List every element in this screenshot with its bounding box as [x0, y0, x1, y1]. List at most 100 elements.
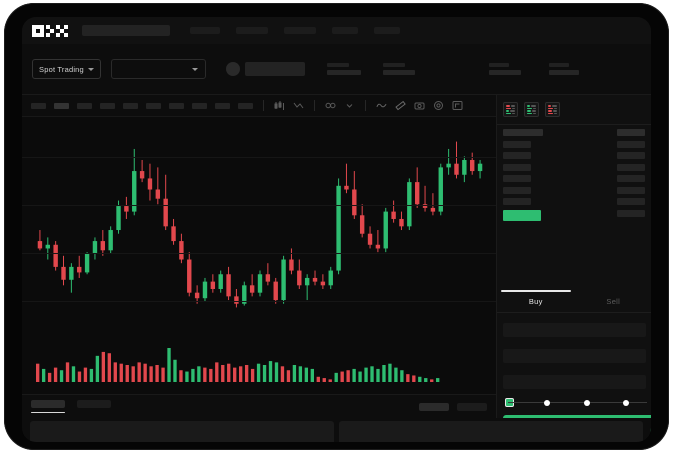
bottom-action-2[interactable] — [457, 402, 487, 411]
wave-icon[interactable] — [376, 100, 387, 111]
orderbook-rows — [497, 129, 651, 221]
camera-icon[interactable] — [414, 100, 425, 111]
settings-icon[interactable] — [433, 100, 444, 111]
bottom-action-1[interactable] — [419, 402, 449, 411]
pair-stat-4 — [548, 63, 579, 75]
tab-buy[interactable]: Buy — [497, 290, 575, 312]
orderbook-price — [503, 152, 531, 159]
slider-stop-75[interactable] — [623, 399, 629, 406]
tab-sell[interactable]: Sell — [575, 291, 652, 312]
volume-chart[interactable] — [22, 332, 496, 394]
chart-gridline — [22, 157, 496, 158]
order-amount-slider[interactable] — [505, 398, 647, 407]
orderbook-price — [503, 163, 531, 171]
okx-logo-icon[interactable] — [32, 24, 72, 37]
orderbook-panel: Buy Sell — [496, 95, 651, 442]
footer-panel-1[interactable] — [30, 421, 334, 442]
orderbook-amount — [617, 140, 645, 148]
timeframe-6[interactable] — [146, 102, 161, 109]
pair-stat-label — [488, 63, 509, 67]
tab-sell-label: Sell — [606, 297, 621, 306]
orderbook-amount — [617, 186, 645, 194]
slider-stop-50[interactable] — [584, 399, 590, 406]
bottom-tab-underline — [31, 411, 65, 414]
orderbook-price — [503, 186, 531, 194]
orderbook-view-modes — [497, 95, 651, 123]
slider-track — [508, 402, 647, 403]
timeframe-3[interactable] — [77, 102, 92, 109]
orderbook-mode-both-icon[interactable] — [503, 102, 518, 117]
nav-item-5[interactable] — [374, 27, 400, 34]
nav-item-3[interactable] — [284, 27, 316, 34]
orderbook-row[interactable] — [503, 163, 645, 171]
app-header — [22, 17, 651, 44]
orderbook-row[interactable] — [503, 140, 645, 148]
orderbook-divider — [497, 124, 651, 125]
pair-selector[interactable] — [110, 59, 206, 79]
pair-stat-value — [326, 70, 361, 75]
orderbook-header-row — [503, 129, 645, 136]
spot-trading-dropdown[interactable]: Spot Trading — [32, 59, 101, 79]
indicator-icon[interactable] — [325, 100, 336, 111]
ruler-icon[interactable] — [395, 100, 406, 111]
tab-buy-label: Buy — [528, 297, 543, 306]
chart-gridline — [22, 253, 496, 254]
order-amount-input[interactable] — [503, 349, 646, 363]
chart-gridline — [22, 301, 496, 302]
spot-trading-label: Spot Trading — [39, 64, 84, 74]
toolbar-divider — [314, 100, 315, 111]
timeframe-2[interactable] — [54, 102, 69, 109]
orderbook-row[interactable] — [503, 198, 645, 205]
timeframe-1[interactable] — [31, 102, 46, 109]
order-price-input[interactable] — [503, 323, 646, 337]
footer-panel-2[interactable] — [339, 421, 643, 442]
bottom-tab-1[interactable] — [31, 399, 65, 414]
order-total-input[interactable] — [503, 375, 646, 389]
chevron-down-icon — [87, 67, 94, 71]
orderbook-amount — [617, 198, 645, 205]
header-nav — [190, 27, 400, 34]
slider-stop-25[interactable] — [544, 399, 550, 406]
toolbar-divider — [365, 100, 366, 111]
nav-item-1[interactable] — [190, 27, 220, 34]
nav-item-4[interactable] — [332, 27, 358, 34]
orderbook-row[interactable] — [503, 186, 645, 194]
timeframe-9[interactable] — [215, 102, 230, 109]
orderbook-price — [503, 198, 531, 205]
header-search-placeholder[interactable] — [82, 25, 170, 36]
orderbook-row[interactable] — [503, 175, 645, 182]
timeframe-4[interactable] — [100, 102, 115, 109]
pair-stat-label — [548, 63, 569, 67]
timeframe-7[interactable] — [169, 102, 184, 109]
pair-stat-3 — [488, 63, 521, 75]
orderbook-mode-bids-icon[interactable] — [524, 102, 539, 117]
nav-item-2[interactable] — [236, 27, 268, 34]
chart-gridline — [22, 205, 496, 206]
chevron-down-icon[interactable] — [344, 100, 355, 111]
candlestick-icon[interactable] — [274, 100, 285, 111]
orderbook-amount — [617, 163, 645, 171]
orderbook-price — [503, 140, 531, 148]
timeframe-10[interactable] — [238, 102, 253, 109]
coin-avatar-icon — [225, 62, 240, 76]
bottom-tab-underline — [77, 412, 111, 414]
candlestick-series — [37, 141, 483, 308]
bottom-tab-2[interactable] — [77, 399, 111, 414]
pair-stat-label — [326, 63, 349, 67]
fullscreen-icon[interactable] — [452, 100, 463, 111]
chevron-down-icon — [191, 67, 198, 71]
orderbook-amount — [617, 152, 645, 159]
orderbook-row[interactable] — [503, 152, 645, 159]
timeframe-8[interactable] — [192, 102, 207, 109]
orderbook-amount — [617, 209, 645, 217]
timeframe-5[interactable] — [123, 102, 138, 109]
line-chart-icon[interactable] — [293, 100, 304, 111]
orderbook-row-highlighted[interactable] — [503, 209, 645, 221]
price-chart[interactable] — [22, 117, 496, 332]
bottom-tab-label — [77, 399, 111, 408]
pair-stat-value — [488, 70, 521, 75]
orderbook-mode-asks-icon[interactable] — [545, 102, 560, 117]
chart-bottom-tabs — [22, 394, 496, 418]
orderbook-header-left — [503, 129, 543, 136]
